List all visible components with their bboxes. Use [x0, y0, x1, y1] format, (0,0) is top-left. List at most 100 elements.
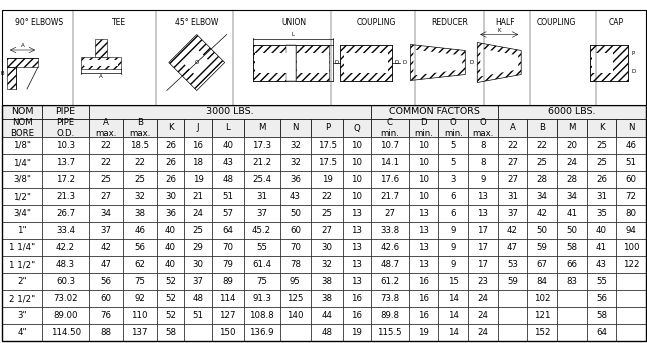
Text: 76: 76: [100, 311, 111, 320]
Bar: [311, 273, 343, 290]
Bar: [42, 105, 89, 119]
Bar: [2, 205, 42, 222]
Text: 13: 13: [351, 277, 362, 286]
Text: 34: 34: [566, 192, 577, 201]
Text: 14: 14: [448, 294, 459, 303]
Text: 37: 37: [100, 226, 111, 235]
Text: 1/8": 1/8": [13, 141, 31, 150]
Text: 10: 10: [418, 141, 429, 150]
Text: 48: 48: [322, 328, 333, 337]
Text: 72: 72: [626, 192, 637, 201]
Text: 13: 13: [418, 260, 429, 269]
Text: D: D: [334, 60, 338, 65]
Bar: [468, 137, 498, 154]
Text: 42: 42: [100, 243, 111, 252]
Bar: [468, 188, 498, 205]
Bar: [212, 222, 243, 239]
Bar: [212, 137, 243, 154]
Text: 14: 14: [448, 328, 459, 337]
Text: B: B: [539, 123, 545, 132]
Text: 45.2: 45.2: [252, 226, 271, 235]
Bar: [280, 273, 311, 290]
Text: 114: 114: [219, 294, 236, 303]
Bar: [617, 137, 646, 154]
Text: 152: 152: [534, 328, 551, 337]
Text: 67: 67: [537, 260, 548, 269]
Text: 125: 125: [287, 294, 303, 303]
Text: 108.8: 108.8: [249, 311, 274, 320]
Bar: [498, 307, 527, 324]
Text: 80: 80: [626, 209, 637, 218]
Bar: [439, 188, 468, 205]
Text: 92: 92: [135, 294, 145, 303]
Bar: [280, 239, 311, 256]
Bar: [2, 307, 42, 324]
Text: 13: 13: [351, 260, 362, 269]
Bar: [371, 290, 409, 307]
Text: 60: 60: [626, 175, 637, 184]
Text: 5: 5: [450, 158, 456, 167]
Bar: [311, 188, 343, 205]
Text: 137: 137: [131, 328, 148, 337]
Text: 47: 47: [100, 260, 111, 269]
Bar: [439, 256, 468, 273]
Bar: [2, 256, 42, 273]
Bar: [468, 239, 498, 256]
Bar: [42, 154, 89, 171]
Bar: [409, 171, 439, 188]
Bar: [311, 137, 343, 154]
Bar: [212, 290, 243, 307]
Bar: [557, 154, 587, 171]
Text: 122: 122: [623, 260, 639, 269]
Bar: [371, 137, 409, 154]
Bar: [617, 171, 646, 188]
Text: 16: 16: [418, 277, 429, 286]
Text: M: M: [258, 123, 265, 132]
Text: 64: 64: [222, 226, 233, 235]
Text: 3: 3: [450, 175, 456, 184]
Bar: [243, 205, 280, 222]
Bar: [409, 290, 439, 307]
Text: 26: 26: [165, 158, 176, 167]
Text: 36: 36: [290, 175, 301, 184]
Bar: [409, 273, 439, 290]
Text: 9: 9: [450, 226, 456, 235]
Text: 8: 8: [480, 158, 486, 167]
Text: C
min.: C min.: [380, 118, 399, 138]
Bar: [527, 154, 557, 171]
Text: 95: 95: [290, 277, 301, 286]
Text: 84: 84: [537, 277, 548, 286]
Bar: [84, 59, 118, 66]
Text: 24: 24: [477, 294, 488, 303]
Bar: [42, 273, 89, 290]
Text: 18: 18: [192, 158, 203, 167]
Bar: [557, 222, 587, 239]
Text: L: L: [225, 123, 230, 132]
Bar: [409, 256, 439, 273]
Text: 41: 41: [596, 243, 607, 252]
Bar: [243, 119, 280, 137]
Text: 22: 22: [100, 158, 111, 167]
Bar: [89, 222, 123, 239]
Text: 79: 79: [222, 260, 233, 269]
Text: 26: 26: [596, 175, 607, 184]
Bar: [343, 324, 371, 341]
Text: 13: 13: [351, 209, 362, 218]
Bar: [184, 137, 212, 154]
Bar: [468, 256, 498, 273]
Text: 13: 13: [418, 226, 429, 235]
Text: 1 1/4": 1 1/4": [9, 243, 36, 252]
Text: 13: 13: [477, 192, 488, 201]
Bar: [311, 324, 343, 341]
Text: REDUCER: REDUCER: [431, 18, 468, 27]
Text: 22: 22: [507, 141, 518, 150]
Text: 13: 13: [418, 243, 429, 252]
Bar: [343, 205, 371, 222]
Bar: [468, 290, 498, 307]
Text: 61.4: 61.4: [252, 260, 271, 269]
Text: 23: 23: [477, 277, 488, 286]
Bar: [468, 154, 498, 171]
Bar: [123, 256, 157, 273]
Bar: [280, 171, 311, 188]
Bar: [89, 307, 123, 324]
